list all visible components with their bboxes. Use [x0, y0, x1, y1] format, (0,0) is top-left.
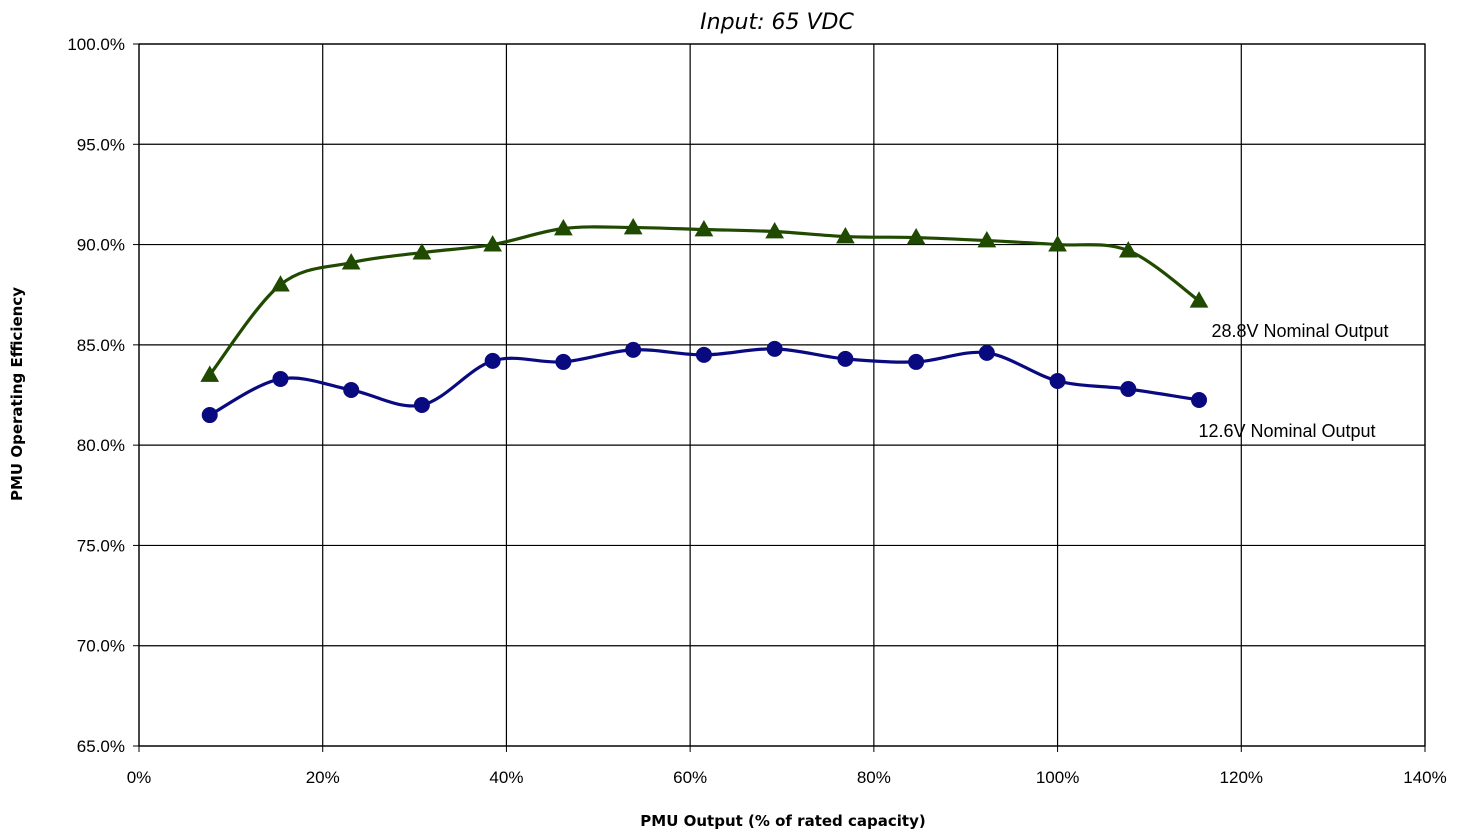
x-tick-label: 0%	[127, 768, 152, 787]
circle-marker	[343, 381, 360, 398]
triangle-marker	[483, 235, 503, 252]
circle-marker	[1049, 372, 1066, 389]
grid-lines	[138, 43, 1426, 747]
triangle-marker	[341, 253, 361, 270]
circle-marker	[413, 397, 430, 414]
circle-marker	[272, 370, 289, 387]
x-axis-title: PMU Output (% of rated capacity)	[640, 812, 925, 830]
triangle-marker	[977, 231, 997, 248]
y-tick-label: 100.0%	[67, 35, 125, 54]
triangle-marker	[1118, 241, 1138, 258]
y-tick-label: 90.0%	[77, 236, 125, 255]
series-label: 12.6V Nominal Output	[1198, 421, 1375, 441]
y-tick-label: 70.0%	[77, 637, 125, 656]
chart-title: Input: 65 VDC	[700, 10, 854, 35]
y-tick-label: 95.0%	[77, 135, 125, 154]
triangle-marker	[836, 227, 855, 244]
x-tick-label: 140%	[1403, 768, 1446, 787]
x-tick-label: 100%	[1036, 768, 1079, 787]
series-markers	[200, 218, 1209, 424]
x-tick-label: 80%	[857, 768, 891, 787]
triangle-marker	[765, 222, 785, 239]
axes	[133, 43, 1426, 752]
circle-marker	[484, 352, 501, 369]
circle-marker	[837, 350, 854, 367]
series-label: 28.8V Nominal Output	[1211, 321, 1388, 341]
y-tick-label: 85.0%	[77, 336, 125, 355]
triangle-marker	[1189, 291, 1209, 308]
circle-marker	[1191, 392, 1208, 409]
triangle-marker	[1048, 235, 1067, 252]
circle-marker	[695, 346, 712, 363]
triangle-marker	[271, 275, 290, 292]
circle-marker	[201, 407, 218, 424]
circle-marker	[908, 353, 925, 370]
y-axis-title: PMU Operating Efficiency	[8, 287, 26, 501]
triangle-marker	[554, 219, 573, 236]
triangle-marker	[623, 218, 643, 235]
y-tick-label: 80.0%	[77, 436, 125, 455]
y-tick-label: 65.0%	[77, 737, 125, 756]
triangle-marker	[200, 365, 220, 382]
circle-marker	[1120, 380, 1137, 397]
series-labels: 28.8V Nominal Output 12.6V Nominal Output	[1198, 321, 1388, 441]
x-tick-label: 60%	[673, 768, 707, 787]
triangle-marker	[906, 228, 926, 245]
tick-labels: 65.0% 70.0% 75.0% 80.0% 85.0% 90.0% 95.0% 100.0…	[67, 35, 1446, 787]
circle-marker	[555, 353, 572, 370]
x-tick-label: 20%	[306, 768, 340, 787]
triangle-marker	[694, 220, 714, 237]
y-tick-label: 75.0%	[77, 536, 125, 555]
triangle-marker	[412, 243, 432, 260]
circle-marker	[625, 341, 642, 358]
x-tick-label: 40%	[489, 768, 523, 787]
x-tick-label: 120%	[1220, 768, 1263, 787]
circle-marker	[766, 340, 783, 357]
circle-marker	[978, 344, 995, 361]
plot-border	[138, 43, 1426, 747]
